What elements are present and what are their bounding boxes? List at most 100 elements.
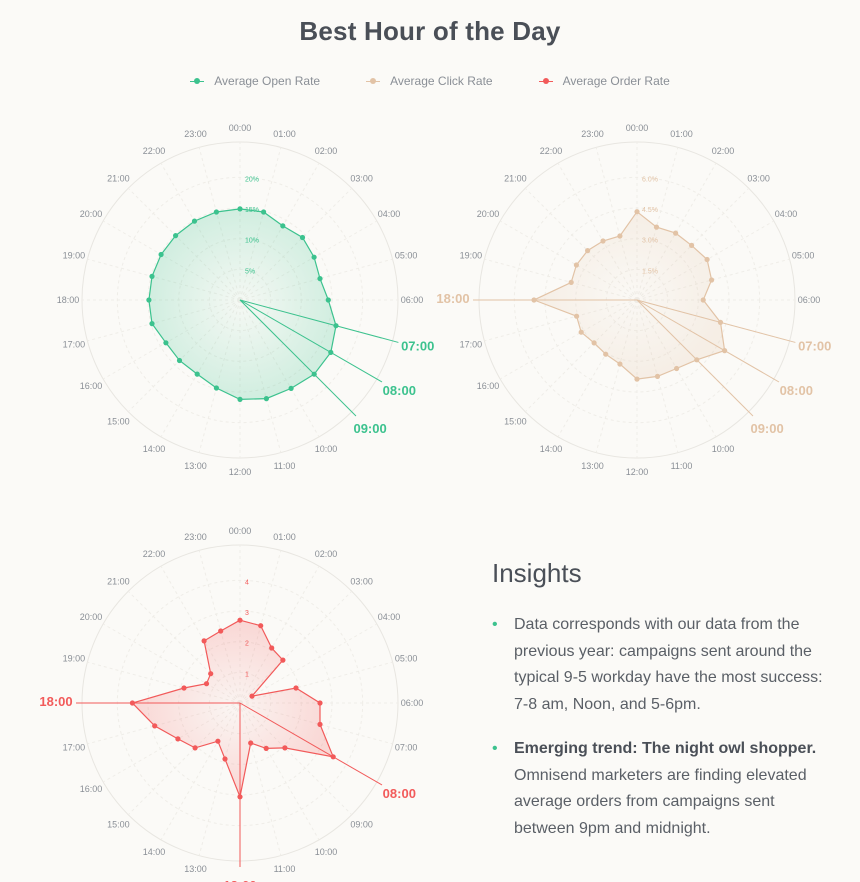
category-label: 03:00 bbox=[350, 576, 373, 586]
category-label: 21:00 bbox=[107, 576, 130, 586]
data-point[interactable] bbox=[709, 277, 715, 283]
legend-item-order-rate[interactable]: Average Order Rate bbox=[538, 74, 670, 88]
data-point[interactable] bbox=[578, 329, 584, 335]
data-point[interactable] bbox=[213, 385, 219, 391]
data-point[interactable] bbox=[634, 376, 640, 382]
data-point[interactable] bbox=[208, 671, 214, 677]
data-point[interactable] bbox=[328, 349, 334, 355]
data-point[interactable] bbox=[288, 385, 294, 391]
data-point[interactable] bbox=[591, 340, 597, 346]
data-point[interactable] bbox=[694, 357, 700, 363]
category-label: 04:00 bbox=[378, 209, 401, 219]
data-point[interactable] bbox=[617, 233, 623, 239]
data-point[interactable] bbox=[325, 297, 331, 303]
data-point[interactable] bbox=[600, 238, 606, 244]
data-point[interactable] bbox=[585, 248, 591, 254]
data-point[interactable] bbox=[152, 723, 158, 729]
data-point[interactable] bbox=[149, 321, 155, 327]
data-point[interactable] bbox=[531, 297, 537, 303]
category-label: 11:00 bbox=[671, 461, 693, 471]
data-point[interactable] bbox=[218, 628, 224, 634]
data-point[interactable] bbox=[299, 234, 306, 241]
data-point[interactable] bbox=[163, 340, 169, 346]
data-point[interactable] bbox=[282, 745, 288, 751]
data-point[interactable] bbox=[237, 617, 243, 623]
data-point[interactable] bbox=[717, 319, 724, 325]
data-point[interactable] bbox=[194, 371, 200, 377]
category-label: 01:00 bbox=[273, 129, 296, 139]
data-point[interactable] bbox=[261, 209, 267, 215]
data-point[interactable] bbox=[653, 224, 660, 230]
data-point[interactable] bbox=[700, 297, 706, 303]
category-label: 15:00 bbox=[504, 417, 527, 427]
data-point[interactable] bbox=[237, 206, 243, 212]
data-point[interactable] bbox=[222, 756, 228, 762]
data-point[interactable] bbox=[311, 254, 317, 260]
legend-item-open-rate[interactable]: Average Open Rate bbox=[190, 74, 320, 88]
highlight-line bbox=[636, 299, 796, 343]
data-point[interactable] bbox=[311, 371, 317, 377]
category-label: 23:00 bbox=[184, 129, 207, 139]
category-label: 06:00 bbox=[798, 295, 821, 305]
data-point[interactable] bbox=[258, 623, 264, 629]
data-point[interactable] bbox=[317, 721, 323, 727]
data-point[interactable] bbox=[722, 348, 728, 354]
data-point[interactable] bbox=[248, 740, 254, 746]
data-point[interactable] bbox=[201, 638, 207, 644]
data-point[interactable] bbox=[173, 233, 179, 239]
data-point[interactable] bbox=[574, 313, 580, 319]
bullet-icon: • bbox=[492, 740, 498, 757]
data-point[interactable] bbox=[129, 700, 135, 706]
data-point[interactable] bbox=[263, 396, 269, 402]
open-rate-radar-chart: 5%10%15%20%00:0001:0002:0003:0004:0005:0… bbox=[57, 123, 435, 477]
data-point[interactable] bbox=[674, 365, 680, 372]
legend-item-click-rate[interactable]: Average Click Rate bbox=[366, 74, 493, 88]
data-point[interactable] bbox=[149, 273, 155, 279]
data-point[interactable] bbox=[568, 279, 574, 285]
data-point[interactable] bbox=[215, 738, 221, 744]
data-point[interactable] bbox=[191, 218, 198, 224]
data-point[interactable] bbox=[263, 745, 269, 751]
category-label: 16:00 bbox=[477, 381, 500, 391]
data-point[interactable] bbox=[654, 373, 661, 379]
category-label: 16:00 bbox=[80, 381, 103, 391]
data-point[interactable] bbox=[249, 693, 255, 699]
click-rate-radar-chart: 1.5%3.0%4.5%6.0%00:0001:0002:0003:0004:0… bbox=[436, 123, 831, 477]
category-label: 09:00 bbox=[350, 820, 373, 830]
category-label: 00:00 bbox=[229, 123, 252, 133]
data-point[interactable] bbox=[704, 256, 710, 263]
data-point[interactable] bbox=[317, 700, 323, 706]
data-point[interactable] bbox=[192, 745, 198, 751]
data-point[interactable] bbox=[175, 736, 181, 742]
data-point[interactable] bbox=[146, 297, 152, 303]
data-point[interactable] bbox=[203, 681, 210, 687]
data-point[interactable] bbox=[176, 357, 183, 364]
data-point[interactable] bbox=[158, 251, 164, 258]
category-label: 13:00 bbox=[184, 461, 207, 471]
data-point[interactable] bbox=[617, 361, 623, 367]
insight-bold-text: Emerging trend: The night owl shopper. bbox=[514, 740, 817, 757]
data-point[interactable] bbox=[317, 276, 323, 282]
data-point[interactable] bbox=[280, 223, 286, 229]
data-point[interactable] bbox=[673, 230, 679, 236]
data-point[interactable] bbox=[573, 262, 579, 268]
data-point[interactable] bbox=[213, 209, 219, 215]
data-point[interactable] bbox=[689, 242, 695, 248]
bullet-icon: • bbox=[492, 616, 498, 633]
data-point[interactable] bbox=[603, 351, 609, 357]
category-label: 13:00 bbox=[581, 461, 604, 471]
category-label: 01:00 bbox=[273, 532, 296, 542]
data-point[interactable] bbox=[237, 396, 243, 402]
category-label: 13:00 bbox=[184, 864, 207, 874]
data-point[interactable] bbox=[330, 754, 336, 760]
data-point[interactable] bbox=[293, 685, 299, 691]
category-label: 00:00 bbox=[229, 526, 252, 536]
data-point[interactable] bbox=[269, 645, 275, 651]
highlight-category-label: 08:00 bbox=[383, 786, 416, 801]
data-point[interactable] bbox=[280, 657, 286, 663]
data-point[interactable] bbox=[333, 323, 339, 329]
data-point[interactable] bbox=[634, 209, 640, 215]
data-point[interactable] bbox=[237, 794, 243, 800]
highlight-category-label: 18:00 bbox=[39, 694, 72, 709]
data-point[interactable] bbox=[181, 685, 187, 691]
